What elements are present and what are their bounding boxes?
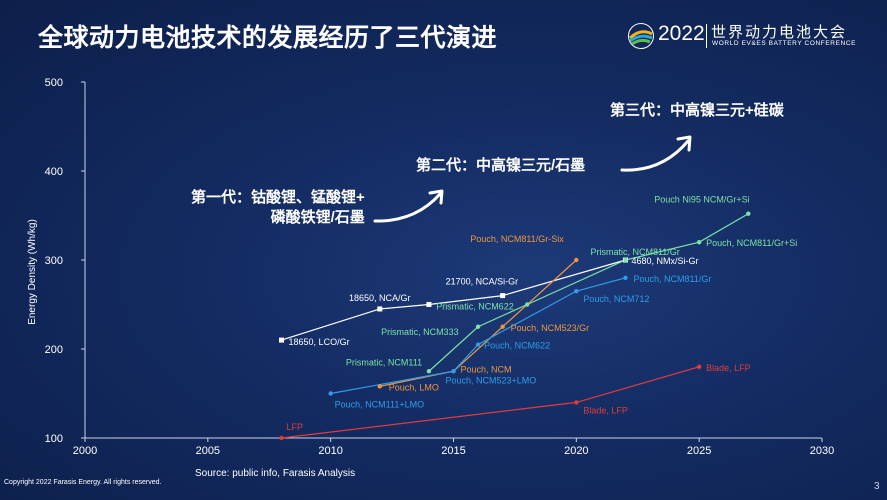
data-label-pouch_blue: Pouch, NCM111+LMO bbox=[335, 400, 424, 410]
source-note: Source: public info, Farasis Analysis bbox=[195, 468, 356, 479]
y-tick-label: 200 bbox=[45, 344, 63, 356]
generation-arrow-2-icon bbox=[620, 135, 692, 172]
generation-arrow-1-icon bbox=[373, 189, 444, 223]
y-tick-label: 400 bbox=[45, 166, 63, 178]
data-point-cylindrical bbox=[377, 306, 383, 312]
series-line-pouch_orange bbox=[379, 259, 577, 387]
data-point-pouch_orange bbox=[574, 257, 579, 263]
data-point-prismatic bbox=[426, 369, 432, 374]
data-label-prismatic: Pouch, NCM811/Gr+Si bbox=[706, 238, 797, 248]
data-point-pouch_orange bbox=[500, 324, 505, 329]
y-axis-title: Energy Density (Wh/kg) bbox=[27, 219, 38, 325]
data-point-prismatic bbox=[696, 240, 702, 245]
data-label-pouch_orange: Pouch, NCM523/Gr bbox=[511, 323, 590, 333]
generation-3-label: 第三代：中高镍三元+硅碳 bbox=[610, 102, 784, 119]
x-tick-label: 2005 bbox=[196, 445, 220, 457]
x-tick-label: 2025 bbox=[687, 445, 711, 457]
data-label-pouch_blue: Pouch, NCM523+LMO bbox=[446, 375, 537, 385]
data-label-pouch_orange: Pouch, NCM bbox=[461, 364, 512, 374]
logo-name-en: WORLD EV&ES BATTERY CONFERENCE bbox=[712, 40, 857, 47]
data-point-prismatic bbox=[475, 324, 481, 329]
data-label-cylindrical: 18650, LCO/Gr bbox=[289, 337, 350, 347]
series-line-prismatic bbox=[428, 213, 749, 372]
data-point-pouch_blue bbox=[623, 275, 628, 280]
generation-2-label: 第二代：中高镍三元/石墨 bbox=[416, 157, 586, 174]
x-tick-label: 2000 bbox=[73, 445, 97, 457]
logo-divider bbox=[706, 24, 707, 48]
data-point-pouch_blue bbox=[475, 342, 481, 347]
data-point-pouch_blue bbox=[574, 288, 579, 294]
slide-title: 全球动力电池技术的发展经历了三代演进 bbox=[38, 24, 498, 52]
data-label-pouch_orange: Pouch, NCM811/Gr-Six bbox=[470, 234, 564, 244]
copyright-note: Copyright 2022 Farasis Energy. All right… bbox=[4, 479, 162, 486]
data-label-pouch_orange: Pouch, LMO bbox=[389, 382, 439, 392]
data-point-pouch_orange bbox=[377, 384, 382, 389]
data-point-cylindrical bbox=[426, 302, 432, 307]
logo-name-cn: 世界动力电池大会 bbox=[711, 24, 848, 41]
data-label-prismatic: Prismatic, NCM622 bbox=[436, 302, 514, 312]
generation-1-line-2: 磷酸铁锂/石墨 bbox=[270, 209, 365, 226]
data-label-cylindrical: 18650, NCA/Gr bbox=[349, 293, 411, 303]
y-tick-label: 100 bbox=[45, 433, 63, 445]
globe-logo-icon bbox=[628, 23, 654, 49]
data-label-prismatic: Prismatic, NCM811/Gr bbox=[590, 247, 679, 257]
data-label-prismatic: Prismatic, NCM333 bbox=[381, 327, 459, 337]
data-label-lfp: LFP bbox=[287, 422, 304, 432]
data-point-prismatic bbox=[623, 257, 628, 263]
data-point-prismatic bbox=[746, 211, 751, 216]
page-number: 3 bbox=[874, 481, 880, 492]
data-label-lfp: Blade, LFP bbox=[706, 363, 751, 373]
data-label-lfp: Blade, LFP bbox=[583, 405, 628, 415]
x-tick-label: 2010 bbox=[318, 445, 342, 457]
data-label-cylindrical: 4680, NMx/Si-Gr bbox=[631, 256, 698, 266]
data-point-cylindrical bbox=[500, 293, 506, 299]
generation-1-line-1: 第一代：钴酸锂、锰酸锂+ bbox=[191, 189, 365, 206]
data-label-prismatic: Pouch Ni95 NCM/Gr+Si bbox=[654, 195, 749, 205]
x-tick-label: 2030 bbox=[810, 445, 834, 457]
logo-year: 2022 bbox=[658, 22, 705, 45]
data-label-pouch_blue: Pouch, NCM622 bbox=[484, 341, 550, 351]
data-label-pouch_blue: Pouch, NCM811/Gr bbox=[633, 274, 711, 284]
data-point-prismatic bbox=[525, 302, 530, 307]
y-tick-label: 300 bbox=[45, 255, 63, 267]
data-point-lfp bbox=[574, 400, 579, 405]
data-point-pouch_blue bbox=[328, 391, 333, 396]
data-point-lfp bbox=[696, 364, 702, 369]
data-label-cylindrical: 21700, NCA/Si-Gr bbox=[446, 277, 519, 287]
y-tick-label: 500 bbox=[45, 77, 63, 89]
data-point-lfp bbox=[279, 435, 284, 441]
x-tick-label: 2015 bbox=[441, 445, 465, 457]
generation-1-label: 第一代：钴酸锂、锰酸锂+ 磷酸铁锂/石墨 bbox=[191, 188, 365, 228]
data-point-pouch_blue bbox=[451, 369, 456, 374]
data-point-cylindrical bbox=[279, 337, 285, 343]
data-label-prismatic: Prismatic, NCM111 bbox=[346, 357, 422, 367]
data-label-pouch_blue: Pouch, NCM712 bbox=[583, 294, 649, 304]
conference-logo: 2022 世界动力电池大会 WORLD EV&ES BATTERY CONFER… bbox=[627, 20, 867, 52]
x-tick-label: 2020 bbox=[564, 445, 588, 457]
